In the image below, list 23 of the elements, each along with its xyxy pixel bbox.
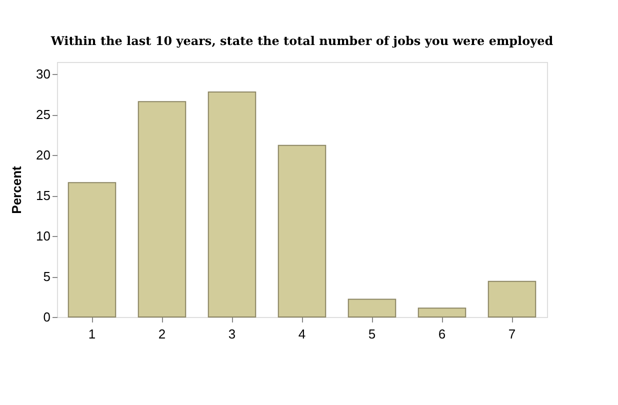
- y-tick-label: 15: [36, 188, 50, 204]
- bar: [488, 280, 536, 318]
- bar: [208, 91, 256, 318]
- x-tick-label: 1: [88, 326, 96, 342]
- y-tick-label: 5: [43, 269, 50, 284]
- x-tick-label: 5: [368, 326, 376, 342]
- chart-title: Within the last 10 years, state the total number of jobs you were employed: [50, 34, 554, 48]
- bar: [138, 101, 186, 318]
- x-tick-label: 4: [298, 326, 306, 342]
- x-tick-label: 3: [228, 326, 236, 342]
- y-tick-label: 10: [36, 228, 50, 244]
- y-axis-title: Percent: [9, 165, 24, 214]
- y-tick-label: 0: [43, 310, 50, 324]
- bar: [68, 182, 116, 318]
- y-tick-label: 25: [36, 107, 50, 122]
- x-tick-label: 2: [158, 326, 166, 342]
- x-tick-label: 7: [508, 326, 516, 342]
- y-tick-label: 30: [36, 66, 50, 82]
- y-tick-label: 20: [36, 148, 50, 163]
- bar: [418, 308, 466, 318]
- bar: [348, 298, 396, 318]
- bar: [278, 144, 326, 318]
- x-tick-label: 6: [438, 326, 446, 342]
